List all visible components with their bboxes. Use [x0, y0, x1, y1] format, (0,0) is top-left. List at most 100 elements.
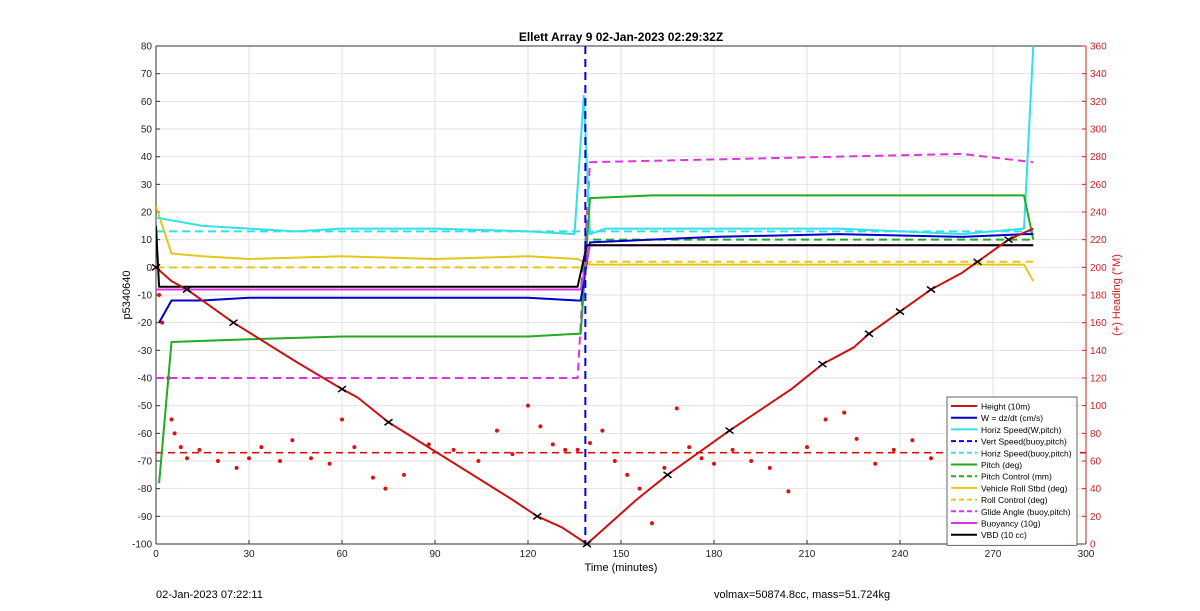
height-marker	[384, 418, 393, 426]
heading-point	[383, 486, 388, 491]
height-marker	[1004, 236, 1013, 244]
y-tick-label-right: 280	[1090, 152, 1107, 163]
heading-point	[699, 456, 704, 461]
x-tick-label: 270	[985, 549, 1002, 560]
series-line-1	[158, 233, 1034, 324]
x-tick-label: 180	[706, 549, 723, 560]
heading-point	[600, 428, 605, 433]
x-tick-label: 90	[429, 549, 441, 560]
heading-point	[160, 320, 165, 325]
x-tick-label: 240	[892, 549, 909, 560]
heading-point	[637, 486, 642, 491]
y-tick-label-right: 80	[1090, 429, 1102, 440]
y-tick-label-right: 320	[1090, 97, 1107, 108]
y-tick-label-left: 50	[141, 125, 153, 136]
heading-point	[575, 447, 580, 452]
legend-label: Roll Control (deg)	[981, 495, 1048, 505]
y-tick-label-left: -20	[138, 318, 153, 329]
y-tick-label-left: -40	[138, 374, 153, 385]
y-tick-label-right: 200	[1090, 263, 1107, 274]
y-tick-label-left: -10	[138, 291, 153, 302]
heading-point	[510, 452, 515, 457]
heading-point	[612, 459, 617, 463]
y-tick-label-left: -80	[138, 484, 153, 495]
y-tick-label-right: 300	[1090, 125, 1107, 136]
y-tick-label-right: 340	[1090, 69, 1107, 80]
legend-label: Buoyancy (10g)	[981, 519, 1041, 529]
y-axis-label-right: (+) Heading (°M)	[1111, 254, 1123, 336]
heading-point	[426, 442, 431, 447]
heading-point	[327, 461, 332, 466]
legend-label: Pitch (deg)	[981, 460, 1022, 470]
heading-point	[563, 447, 568, 452]
legend-label: VBD (10 cc)	[981, 530, 1027, 540]
y-tick-label-right: 140	[1090, 346, 1107, 357]
heading-point	[290, 438, 295, 443]
y-tick-label-right: 120	[1090, 374, 1107, 385]
legend-box	[946, 396, 1078, 546]
x-tick-label: 30	[243, 549, 255, 560]
height-marker	[229, 319, 238, 327]
y-tick-label-left: -30	[138, 346, 153, 357]
y-tick-label-left: 80	[141, 42, 153, 53]
y-axis-label-left: p5340640	[121, 271, 133, 320]
heading-point	[169, 417, 174, 422]
heading-point	[309, 456, 313, 461]
y-tick-label-left: -70	[138, 457, 153, 468]
footer-volmax-mass: volmax=50874.8cc, mass=51.724kg	[714, 589, 891, 601]
legend-label: Height (10m)	[981, 402, 1030, 412]
heading-point	[873, 461, 878, 466]
height-marker	[663, 471, 672, 479]
series-line-7	[156, 206, 1035, 282]
heading-point	[891, 447, 896, 452]
height-marker	[582, 540, 592, 548]
heading-point	[451, 447, 456, 452]
heading-point	[216, 459, 220, 463]
x-tick-label: 120	[520, 549, 537, 560]
heading-point	[767, 465, 772, 470]
heading-point	[687, 445, 692, 450]
heading-point	[805, 445, 809, 450]
legend-label: Horiz Speed(W,pitch)	[981, 425, 1061, 435]
heading-point	[842, 410, 847, 415]
heading-point	[538, 424, 543, 429]
series-line-9	[156, 152, 1034, 379]
heading-point	[625, 472, 630, 477]
chart-title: Ellett Array 9 02-Jan-2023 02:29:32Z	[519, 30, 723, 44]
y-tick-label-right: 40	[1090, 484, 1102, 495]
y-tick-label-left: -90	[138, 512, 153, 523]
y-tick-label-right: 220	[1090, 235, 1107, 246]
y-tick-label-left: -100	[132, 540, 152, 551]
heading-point	[278, 459, 282, 463]
heading-point	[929, 456, 933, 461]
heading-point	[662, 465, 667, 470]
y-tick-label-left: 60	[141, 97, 153, 108]
x-axis-label: Time (minutes)	[585, 562, 658, 574]
heading-point	[234, 465, 239, 470]
y-tick-label-right: 60	[1090, 457, 1102, 468]
x-tick-label: 150	[613, 549, 630, 560]
height-marker	[532, 512, 542, 520]
series-line-5	[158, 194, 1035, 484]
y-tick-label-right: 160	[1090, 318, 1107, 329]
y-tick-label-left: 0	[146, 263, 152, 274]
height-marker	[182, 285, 192, 294]
x-tick-label: 210	[799, 549, 816, 560]
height-marker	[926, 285, 936, 294]
x-tick-label: 300	[1078, 549, 1095, 560]
height-marker	[973, 258, 982, 266]
heading-point	[650, 521, 654, 526]
heading-point	[172, 431, 177, 436]
heading-point	[526, 403, 530, 408]
y-tick-label-right: 100	[1090, 401, 1107, 412]
heading-point	[371, 475, 375, 480]
y-tick-label-left: 20	[141, 208, 153, 219]
heading-point	[352, 445, 357, 450]
x-tick-label: 60	[336, 549, 348, 560]
y-tick-label-right: 180	[1090, 291, 1107, 302]
heading-point	[910, 438, 915, 443]
y-tick-label-right: 260	[1090, 180, 1107, 191]
y-tick-label-right: 240	[1090, 208, 1107, 219]
y-tick-label-right: 0	[1090, 540, 1096, 551]
